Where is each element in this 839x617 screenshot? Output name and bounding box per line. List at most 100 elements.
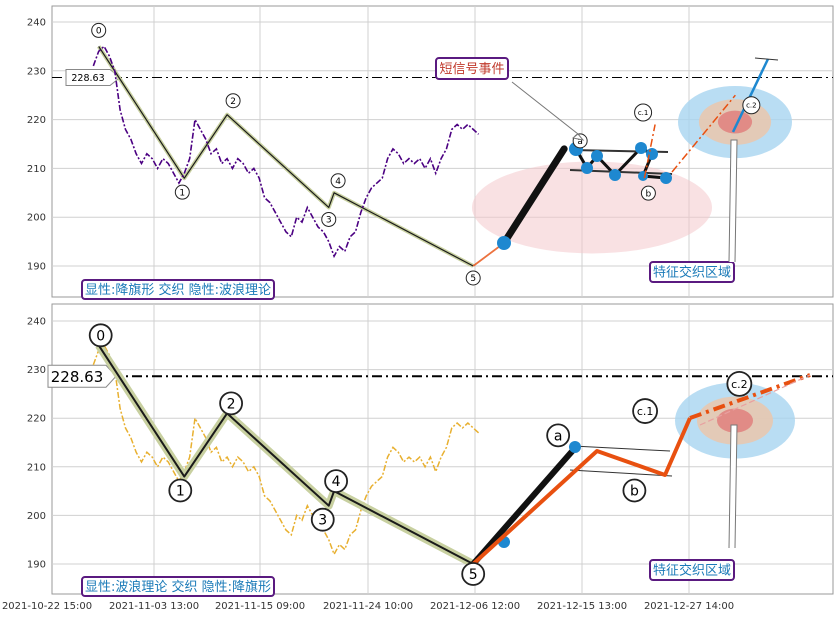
panel-legend-label-box bbox=[81, 279, 275, 300]
y-tick-label: 220 bbox=[27, 115, 46, 126]
signal-callout-arrow bbox=[511, 81, 585, 141]
flag-point-dot bbox=[635, 142, 647, 154]
flag-point-dot bbox=[591, 150, 603, 162]
flag-pole bbox=[470, 446, 578, 566]
x-tick-label: 2021-12-06 12:00 bbox=[430, 601, 520, 612]
y-tick-label: 240 bbox=[27, 317, 46, 328]
region-label-box bbox=[649, 559, 735, 581]
x-axis: 2021-10-22 15:00 2021-11-03 13:00 2021-11-… bbox=[2, 601, 734, 612]
flag-label-2-circle bbox=[634, 103, 653, 122]
wave-label-4-circle bbox=[324, 469, 349, 494]
signal-ellipse bbox=[472, 161, 712, 254]
flag-point-dot bbox=[569, 441, 581, 453]
wave-label-6: a bbox=[554, 428, 563, 444]
projection-line-2 bbox=[671, 94, 736, 173]
y-tick-label: 190 bbox=[27, 262, 46, 273]
wave-label-7: b bbox=[630, 484, 639, 500]
flag-label-1-circle bbox=[640, 185, 656, 201]
x-tick-label: 2021-10-22 15:00 bbox=[2, 601, 92, 612]
panel-legend-label: 显性:降旗形 交织 隐性:波浪理论 bbox=[85, 282, 271, 298]
flag-label-2: c.1 bbox=[638, 109, 649, 117]
y-tick-label: 200 bbox=[27, 213, 46, 224]
wave-label-0: 0 bbox=[96, 27, 102, 37]
wave-line bbox=[98, 46, 474, 267]
target-arrow-cap bbox=[754, 57, 779, 61]
wave-label-8: c.1 bbox=[637, 405, 654, 418]
wave-label-9: c.2 bbox=[731, 378, 748, 391]
x-tick-label: 2021-11-15 09:00 bbox=[215, 601, 305, 612]
wave-label-9-circle bbox=[726, 370, 753, 397]
wave-label-5: 5 bbox=[469, 567, 478, 583]
y-tick-label: 240 bbox=[27, 18, 46, 29]
price-series-line bbox=[92, 45, 480, 259]
panel-legend-label: 显性:波浪理论 交织 隐性:降旗形 bbox=[85, 579, 271, 595]
flag-label-3-circle bbox=[742, 96, 761, 115]
wave-line bbox=[97, 344, 474, 565]
wave-label-6-circle bbox=[546, 423, 571, 448]
flag-label-1: b bbox=[646, 189, 652, 199]
flag-point-dot bbox=[581, 162, 593, 174]
wave-label-5: 5 bbox=[470, 274, 476, 284]
wave-label-2: 2 bbox=[227, 396, 236, 412]
signal-callout-label: 短信号事件 bbox=[439, 62, 504, 77]
reference-tag-box bbox=[47, 364, 117, 388]
price-series-line bbox=[92, 344, 480, 557]
wave-label-5-circle bbox=[461, 562, 486, 586]
top-panel: 190 200 210 220 230 240 228.63 0 1 2 3 4 5 a b c.1 c.2 短信… bbox=[27, 5, 834, 300]
y-tick-label: 230 bbox=[27, 66, 46, 77]
projection-line-faint bbox=[699, 374, 811, 426]
wave-label-4: 4 bbox=[332, 474, 341, 490]
x-tick-label: 2021-12-27 14:00 bbox=[644, 601, 734, 612]
y-tick-label: 220 bbox=[27, 414, 46, 425]
wave-label-5-circle bbox=[465, 270, 481, 286]
wave-label-4-circle bbox=[330, 173, 346, 189]
flag-upper-boundary bbox=[572, 445, 671, 452]
wave-label-8-circle bbox=[632, 398, 658, 424]
y-tick-label: 210 bbox=[27, 462, 46, 473]
region-label-box bbox=[649, 261, 735, 283]
wave-label-3: 3 bbox=[326, 216, 332, 226]
wave-label-1-circle bbox=[174, 184, 190, 200]
region-label: 特征交织区域 bbox=[653, 563, 731, 579]
x-tick-label: 2021-12-15 13:00 bbox=[537, 601, 627, 612]
reference-value-label: 228.63 bbox=[71, 73, 104, 84]
y-tick-label: 190 bbox=[27, 560, 46, 571]
wave-label-1: 1 bbox=[179, 188, 185, 198]
x-tick-label: 2021-11-24 10:00 bbox=[323, 601, 413, 612]
projection-line-1 bbox=[643, 124, 656, 179]
y-tick-label: 200 bbox=[27, 511, 46, 522]
wave-label-2-circle bbox=[219, 391, 244, 416]
wave-label-2: 2 bbox=[230, 97, 236, 107]
flag-pole bbox=[500, 145, 568, 247]
y-tick-label: 230 bbox=[27, 365, 46, 376]
target-arrow bbox=[731, 58, 770, 133]
region-ellipse-inner bbox=[717, 408, 753, 433]
reference-tag-box bbox=[65, 68, 121, 86]
wave-label-4: 4 bbox=[335, 177, 341, 187]
region-label: 特征交织区域 bbox=[653, 265, 731, 281]
flag-label-0: a bbox=[577, 137, 583, 147]
signal-callout-label-box bbox=[435, 57, 509, 80]
wave-label-0-circle bbox=[88, 323, 113, 348]
wave-label-1: 1 bbox=[176, 484, 185, 500]
wave-label-0-circle bbox=[91, 22, 107, 38]
corrective-wave-line bbox=[471, 417, 692, 566]
region-pointer bbox=[728, 424, 738, 549]
wave-label-7-circle bbox=[622, 478, 647, 503]
projection-line bbox=[689, 373, 811, 420]
flag-point-dot bbox=[660, 172, 672, 184]
wave-label-2-circle bbox=[225, 93, 241, 109]
x-tick-label: 2021-11-03 13:00 bbox=[109, 601, 199, 612]
flag-lower-boundary bbox=[569, 469, 673, 477]
region-ellipse-inner bbox=[717, 110, 753, 134]
panel-legend-label-box bbox=[81, 576, 275, 597]
wave-label-3-circle bbox=[321, 211, 337, 227]
wave-label-3-circle bbox=[310, 507, 335, 532]
wave-label-0: 0 bbox=[96, 328, 105, 344]
bottom-panel: 190 200 210 220 230 240 228.63 0 1 2 3 4 5 a b c.1 c.2 特征… bbox=[27, 303, 834, 597]
reference-value-label: 228.63 bbox=[51, 368, 104, 386]
wave-label-3: 3 bbox=[318, 513, 327, 529]
flag-point-dot bbox=[497, 236, 511, 250]
y-tick-label: 210 bbox=[27, 164, 46, 175]
